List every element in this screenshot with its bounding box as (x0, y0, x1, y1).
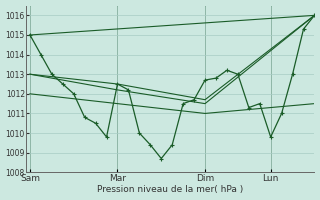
X-axis label: Pression niveau de la mer( hPa ): Pression niveau de la mer( hPa ) (97, 185, 244, 194)
